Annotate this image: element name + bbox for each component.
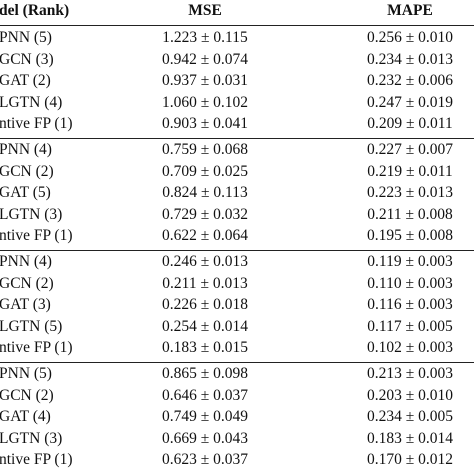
metric-cell: 0.729 ± 0.032	[161, 205, 249, 223]
metric-cell: 0.865 ± 0.098	[161, 365, 249, 382]
metric-cell: 0.226 ± 0.018	[161, 296, 249, 313]
header-cell: MAPE	[387, 2, 433, 19]
metric-cell: 0.709 ± 0.025	[161, 162, 249, 180]
metric-cell: 0.213 ± 0.003	[366, 365, 454, 382]
model-cell: LGTN (4)	[0, 93, 63, 111]
metric-cell: 0.256 ± 0.010	[366, 29, 454, 46]
header-rule	[0, 25, 474, 26]
model-cell: GCN (3)	[0, 50, 54, 68]
model-cell: PNN (5)	[0, 365, 52, 382]
group-rule	[0, 250, 474, 251]
metric-cell: 0.246 ± 0.013	[161, 253, 249, 270]
metric-cell: 0.203 ± 0.010	[366, 386, 454, 404]
metric-cell: 0.824 ± 0.113	[162, 184, 248, 201]
metric-cell: 0.223 ± 0.013	[366, 184, 454, 201]
model-cell: GCN (2)	[0, 274, 54, 292]
metric-cell: 0.937 ± 0.031	[161, 72, 249, 89]
metric-cell: 0.110 ± 0.003	[367, 274, 453, 292]
metric-cell: 0.247 ± 0.019	[366, 93, 454, 111]
metric-cell: 0.234 ± 0.005	[366, 408, 454, 425]
metric-cell: 0.232 ± 0.006	[366, 72, 454, 89]
model-cell: ntive FP (1)	[0, 115, 73, 132]
metric-cell: 0.195 ± 0.008	[366, 227, 454, 244]
metric-cell: 0.170 ± 0.012	[366, 451, 454, 468]
metric-cell: 0.117 ± 0.005	[367, 317, 453, 335]
metric-cell: 0.219 ± 0.011	[367, 162, 453, 180]
metric-cell: 0.646 ± 0.037	[161, 386, 249, 404]
model-cell: GCN (2)	[0, 162, 54, 180]
metric-cell: 1.223 ± 0.115	[162, 29, 248, 46]
metric-cell: 0.209 ± 0.011	[367, 115, 453, 132]
metric-cell: 0.623 ± 0.037	[161, 451, 249, 468]
metric-cell: 0.183 ± 0.014	[366, 429, 454, 447]
metric-cell: 0.669 ± 0.043	[161, 429, 249, 447]
metric-cell: 0.102 ± 0.003	[366, 339, 454, 356]
model-cell: LGTN (3)	[0, 205, 63, 223]
metric-cell: 0.622 ± 0.064	[161, 227, 249, 244]
model-cell: GAT (3)	[0, 296, 51, 313]
model-cell: ntive FP (1)	[0, 451, 73, 468]
model-cell: GAT (4)	[0, 408, 51, 425]
metric-cell: 0.183 ± 0.015	[161, 339, 249, 356]
model-cell: GAT (5)	[0, 184, 51, 201]
header-cell: del (Rank)	[0, 2, 70, 19]
model-cell: GCN (2)	[0, 386, 54, 404]
model-cell: LGTN (3)	[0, 429, 63, 447]
metric-cell: 0.211 ± 0.008	[367, 205, 453, 223]
metric-cell: 0.211 ± 0.013	[162, 274, 248, 292]
metric-cell: 0.119 ± 0.003	[367, 253, 453, 270]
model-cell: PNN (4)	[0, 141, 52, 158]
group-rule	[0, 362, 474, 363]
metric-cell: 0.227 ± 0.007	[366, 141, 454, 158]
metric-cell: 0.116 ± 0.003	[367, 296, 453, 313]
model-cell: GAT (2)	[0, 72, 51, 89]
model-cell: LGTN (5)	[0, 317, 63, 335]
metric-cell: 0.903 ± 0.041	[161, 115, 249, 132]
model-cell: ntive FP (1)	[0, 227, 73, 244]
metric-cell: 0.759 ± 0.068	[161, 141, 249, 158]
model-cell: ntive FP (1)	[0, 339, 73, 356]
metric-cell: 0.234 ± 0.013	[366, 50, 454, 68]
metric-cell: 0.942 ± 0.074	[161, 50, 249, 68]
metric-cell: 1.060 ± 0.102	[161, 93, 249, 111]
group-rule	[0, 138, 474, 139]
metric-cell: 0.254 ± 0.014	[161, 317, 249, 335]
metric-cell: 0.749 ± 0.049	[161, 408, 249, 425]
model-cell: PNN (5)	[0, 29, 52, 46]
header-cell: MSE	[188, 2, 222, 19]
model-cell: PNN (4)	[0, 253, 52, 270]
